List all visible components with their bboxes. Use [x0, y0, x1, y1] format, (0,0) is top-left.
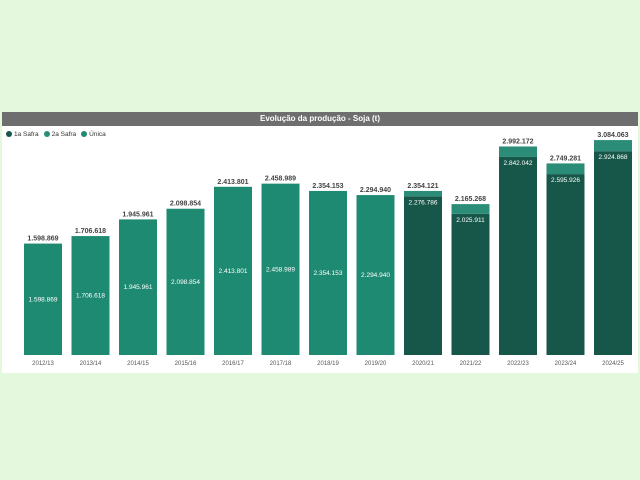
bar-unica: [261, 183, 300, 355]
bar-unica: [24, 243, 62, 355]
x-tick-label: 2013/14: [80, 361, 102, 367]
bar-total-label: 3.084.063: [597, 132, 628, 139]
bar-unica: [71, 236, 110, 355]
chart-title: Evolução da produção - Soja (t): [2, 112, 638, 126]
bar-value-label: 2.354.153: [314, 270, 343, 277]
bar-value-label: 1.598.869: [29, 296, 58, 303]
x-tick-label: 2017/18: [270, 361, 292, 367]
x-tick-label: 2023/24: [555, 361, 577, 367]
x-tick-label: 2024/25: [602, 361, 624, 367]
bar-2a-safra: [451, 204, 490, 214]
bar-total-label: 1.706.618: [75, 228, 106, 235]
bar-total-label: 1.598.869: [27, 236, 58, 243]
bar-value-label: 1.945.961: [124, 284, 153, 291]
bar-value-label: 2.294.940: [361, 272, 390, 279]
x-tick-label: 2015/16: [175, 361, 197, 367]
legend-item-1a-safra[interactable]: 1a Safra: [6, 131, 39, 138]
bar-total-label: 1.945.961: [122, 211, 153, 218]
bar-1a-safra: [404, 196, 442, 355]
bar-total-label: 2.165.268: [455, 196, 486, 203]
chart-panel: Evolução da produção - Soja (t) 1a Safra…: [2, 112, 638, 373]
bar-value-label: 2.924.868: [599, 154, 628, 161]
x-tick-label: 2019/20: [365, 361, 387, 367]
bar-value-label: 2.025.911: [456, 217, 485, 224]
x-tick-label: 2021/22: [460, 361, 482, 367]
bar-2a-safra: [546, 163, 585, 175]
bar-total-label: 2.992.172: [502, 138, 533, 145]
legend-swatch-1a-safra: [6, 131, 12, 137]
legend-label-2a-safra: 2a Safra: [51, 130, 77, 138]
legend-item-unica[interactable]: Única: [81, 131, 106, 138]
bar-1a-safra: [451, 213, 490, 355]
bar-value-label: 2.413.801: [219, 268, 248, 275]
bar-unica: [309, 190, 347, 355]
chart-legend: 1a Safra 2a Safra Única: [6, 129, 108, 139]
bar-unica: [166, 208, 205, 355]
legend-label-1a-safra: 1a Safra: [14, 130, 39, 138]
bar-1a-safra: [499, 156, 537, 355]
legend-swatch-2a-safra: [43, 131, 50, 137]
bar-1a-safra: [546, 174, 585, 355]
bar-value-label: 2.842.042: [504, 160, 533, 167]
bar-2a-safra: [404, 190, 442, 197]
bar-unica: [356, 195, 395, 355]
bar-2a-safra: [594, 140, 632, 152]
bar-total-label: 2.098.854: [170, 201, 201, 208]
bar-value-label: 2.595.926: [551, 177, 580, 184]
bar-value-label: 1.706.618: [76, 293, 105, 300]
bar-total-label: 2.354.121: [407, 183, 438, 190]
x-tick-label: 2014/15: [127, 361, 149, 367]
bar-2a-safra: [499, 146, 537, 157]
legend-label-unica: Única: [89, 130, 106, 138]
x-tick-label: 2020/21: [412, 361, 434, 367]
bar-total-label: 2.413.801: [217, 179, 248, 186]
x-tick-label: 2012/13: [32, 361, 54, 367]
legend-item-2a-safra[interactable]: 2a Safra: [43, 130, 77, 138]
bar-total-label: 2.294.940: [360, 187, 391, 194]
bar-total-label: 2.458.989: [265, 176, 296, 183]
x-tick-label: 2022/23: [507, 361, 529, 367]
bar-total-label: 2.749.281: [550, 155, 581, 162]
bar-value-label: 2.276.786: [409, 199, 438, 206]
legend-swatch-unica: [81, 131, 88, 137]
bar-unica: [119, 219, 157, 355]
bar-value-label: 2.458.989: [266, 266, 295, 273]
bar-1a-safra: [594, 151, 632, 355]
bar-chart: 1.598.869 1.598.869 2012/13 1.706.618 1.706.…: [24, 132, 632, 367]
bar-total-label: 2.354.153: [312, 183, 343, 190]
x-tick-label: 2018/19: [317, 361, 339, 367]
bar-unica: [214, 186, 252, 355]
bar-value-label: 2.098.854: [171, 279, 200, 286]
x-tick-label: 2016/17: [222, 361, 244, 367]
